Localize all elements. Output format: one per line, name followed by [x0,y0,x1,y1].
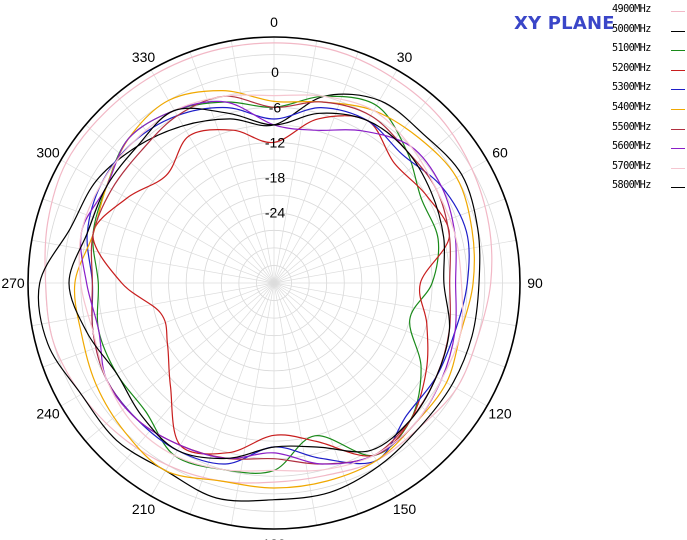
legend-label: 4900MHz [612,4,651,15]
legend-swatch [671,187,685,189]
angle-tick-label: 60 [492,145,508,161]
grid-spoke [273,94,433,284]
grid-spoke [273,282,463,442]
radial-tick-label: 0 [271,64,279,80]
angle-tick-label: 240 [36,406,60,422]
legend-swatch [671,89,685,91]
angle-tick-label: 90 [527,275,543,291]
legend-swatch [671,30,685,32]
grid-spoke [31,282,275,327]
legend-swatch [671,128,685,130]
tick-labels: 0 30 60 90 120 150 180 210 240 270 300 330 0 -6 -12 -18… [1,14,543,540]
radial-tick-label: -12 [265,134,285,150]
legend-item: 5100MHz [612,41,687,61]
legend-swatch [671,148,685,150]
legend-swatch [671,69,685,71]
legend-item: 5600MHz [612,139,687,159]
grid-spoke [273,124,463,284]
grid-spoke [189,282,275,515]
series-line-5700MHz [78,94,464,472]
grid-spoke [273,40,318,284]
legend-label: 5200MHz [612,62,651,74]
grid-spoke [273,282,433,472]
series-line-5800MHz [68,107,451,460]
grid-spoke [273,239,517,284]
legend-item: 5000MHz [612,22,687,42]
angle-tick-label: 300 [36,145,60,161]
legend-label: 5600MHz [612,141,651,153]
legend-item: 5300MHz [612,80,687,100]
grid-spoke [273,198,506,284]
grid-spoke [115,282,275,472]
series-line-5200MHz [92,115,451,457]
grid-spoke [42,198,275,284]
grid-spoke [150,282,275,497]
legend-label: 5800MHz [612,180,651,192]
grid-spoke [31,239,275,284]
series-line-4900MHz [44,42,493,484]
legend-item: 5400MHz [612,100,687,120]
legend-item: 4900MHz [612,2,687,22]
legend-swatch [671,50,685,52]
grid-spoke [273,282,359,515]
radial-tick-label: -24 [265,205,285,221]
grid-spoke [150,69,275,284]
series-line-5000MHz [37,93,481,502]
legend: 4900MHz 5000MHz 5100MHz 5200MHz 5300MHz 5400M… [612,2,687,198]
outer-ring [27,36,521,530]
legend-swatch [671,11,685,12]
angle-tick-label: 270 [1,275,25,291]
series-group [37,42,493,502]
grid-spoke [189,51,275,284]
legend-item: 5500MHz [612,120,687,140]
plane-title: XY PLANE [514,13,615,34]
legend-label: 5100MHz [612,43,651,55]
radial-tick-label: -6 [269,99,282,115]
legend-item: 5200MHz [612,61,687,81]
legend-swatch [671,108,685,110]
angle-tick-label: 120 [488,406,512,422]
legend-item: 5700MHz [612,159,687,179]
angle-tick-label: 150 [393,501,417,517]
grid-spoke [85,282,275,442]
legend-label: 5000MHz [612,23,651,35]
radial-tick-label: -18 [265,170,285,186]
legend-label: 5400MHz [612,101,651,113]
angle-tick-label: 0 [270,14,278,30]
grid-spoke [230,282,275,526]
legend-item: 5800MHz [612,178,687,198]
grid-spoke [273,159,488,284]
angle-tick-label: 30 [397,49,413,65]
grid-spoke [42,282,275,368]
angle-tick-label: 330 [132,49,156,65]
grid-spoke [230,40,275,284]
grid-spoke [273,51,359,284]
legend-label: 5700MHz [612,160,651,172]
legend-swatch [671,167,685,169]
angle-tick-label: 210 [132,501,156,517]
grid-spoke [85,124,275,284]
legend-label: 5500MHz [612,121,651,133]
angle-tick-label: 180 [262,536,286,540]
legend-label: 5300MHz [612,82,651,94]
